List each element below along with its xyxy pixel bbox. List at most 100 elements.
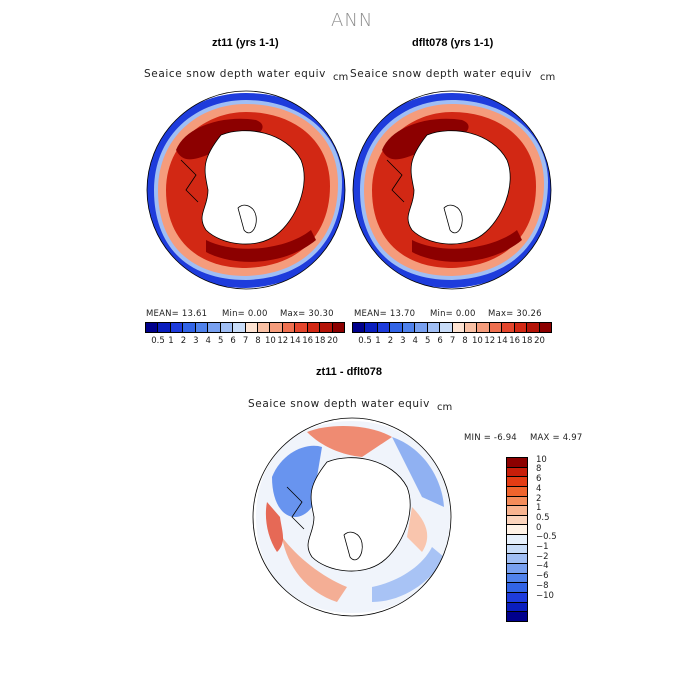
colorbar-tick-label: −0.5: [536, 532, 557, 543]
colorbar-tick-label: 8: [462, 336, 468, 346]
panel-2-units: cm: [540, 72, 556, 83]
colorbar-swatch: [507, 535, 527, 545]
colorbar-swatch: [270, 323, 283, 332]
panel-1-title: zt11 (yrs 1-1): [212, 37, 279, 49]
colorbar-swatch: [158, 323, 171, 332]
panel-2-colorbar-ticks: 0.5 1 2 3 4 5 6 7 8 10 12 14 16 18 20: [352, 336, 552, 346]
panel-3-variable: Seaice snow depth water equiv: [248, 398, 430, 410]
colorbar-swatch: [377, 323, 391, 332]
colorbar-swatch: [365, 323, 378, 332]
colorbar-swatch: [507, 544, 527, 555]
colorbar-swatch: [452, 323, 465, 332]
colorbar-tick-label: 18: [521, 336, 533, 346]
colorbar-tick-label: 10: [264, 336, 276, 346]
panel-3-units: cm: [437, 402, 453, 413]
colorbar-tick-label: 12: [277, 336, 289, 346]
colorbar-swatch: [390, 323, 403, 332]
panel-3-stats-min: MIN = -6.94: [464, 433, 517, 443]
colorbar-tick-label: 12: [484, 336, 496, 346]
colorbar-tick-label: 14: [496, 336, 508, 346]
colorbar-tick-label: 16: [509, 336, 521, 346]
panel-1-colorbar: [145, 322, 345, 333]
colorbar-swatch: [257, 323, 271, 332]
colorbar-tick-label: 5: [217, 336, 224, 346]
colorbar-tick-label: −10: [536, 590, 554, 601]
colorbar-swatch: [507, 458, 527, 468]
colorbar-swatch: [233, 323, 246, 332]
colorbar-swatch: [183, 323, 196, 332]
colorbar-swatch: [146, 323, 159, 332]
colorbar-tick-label: 2: [387, 336, 394, 346]
colorbar-swatch: [489, 323, 503, 332]
colorbar-tick-label: 16: [302, 336, 314, 346]
colorbar-swatch: [195, 323, 209, 332]
colorbar-tick-label: 0.5: [151, 336, 165, 346]
colorbar-tick-label: 3: [193, 336, 199, 346]
panel-2-stats-max: Max= 30.26: [488, 309, 542, 319]
panel-2-map: [352, 90, 552, 290]
colorbar-tick-label: 10: [536, 454, 547, 465]
panel-1-units: cm: [333, 72, 349, 83]
panel-3-map: [252, 417, 452, 617]
panel-2-colorbar: [352, 322, 552, 333]
colorbar-tick-label: 8: [255, 336, 261, 346]
colorbar-tick-label: 0.5: [358, 336, 372, 346]
colorbar-swatch: [507, 486, 527, 497]
colorbar-tick-label: −2: [536, 551, 549, 562]
colorbar-tick-label: 4: [412, 336, 418, 346]
colorbar-swatch: [507, 564, 527, 574]
colorbar-swatch: [282, 323, 296, 332]
colorbar-tick-label: 2: [180, 336, 187, 346]
colorbar-tick-label: 6: [536, 474, 542, 485]
colorbar-tick-label: 3: [400, 336, 406, 346]
colorbar-swatch: [307, 323, 321, 332]
colorbar-tick-label: −6: [536, 571, 549, 582]
colorbar-swatch: [507, 573, 527, 584]
colorbar-swatch: [402, 323, 416, 332]
colorbar-swatch: [427, 323, 441, 332]
colorbar-swatch: [507, 612, 527, 621]
colorbar-swatch: [208, 323, 221, 332]
colorbar-swatch: [507, 496, 527, 507]
colorbar-swatch: [477, 323, 490, 332]
colorbar-tick-label: 4: [205, 336, 211, 346]
colorbar-swatch: [320, 323, 333, 332]
colorbar-tick-label: 4: [536, 483, 542, 494]
colorbar-swatch: [440, 323, 453, 332]
main-title: ANN: [331, 10, 374, 31]
colorbar-tick-label: 8: [536, 464, 542, 475]
panel-2-variable: Seaice snow depth water equiv: [350, 68, 532, 80]
colorbar-swatch: [507, 525, 527, 536]
colorbar-tick-label: 7: [242, 336, 249, 346]
colorbar-tick-label: −8: [536, 580, 549, 591]
colorbar-swatch: [514, 323, 528, 332]
colorbar-tick-label: 5: [424, 336, 431, 346]
colorbar-swatch: [332, 323, 344, 332]
colorbar-swatch: [415, 323, 428, 332]
colorbar-swatch: [220, 323, 234, 332]
colorbar-tick-label: 6: [437, 336, 443, 346]
panel-1-colorbar-ticks: 0.5 1 2 3 4 5 6 7 8 10 12 14 16 18 20: [145, 336, 345, 346]
colorbar-swatch: [464, 323, 478, 332]
colorbar-tick-label: 0.5: [536, 512, 550, 523]
colorbar-tick-label: 10: [471, 336, 483, 346]
colorbar-tick-label: 1: [375, 336, 381, 346]
colorbar-swatch: [353, 323, 366, 332]
colorbar-tick-label: 2: [536, 493, 542, 504]
panel-2-stats-mean: MEAN= 13.70: [354, 309, 416, 319]
colorbar-swatch: [507, 592, 527, 603]
panel-3-title: zt11 - dflt078: [316, 366, 383, 378]
colorbar-swatch: [502, 323, 515, 332]
panel-2-stats-min: Min= 0.00: [430, 309, 476, 319]
colorbar-swatch: [507, 477, 527, 487]
colorbar-swatch: [507, 506, 527, 516]
colorbar-tick-label: 7: [449, 336, 456, 346]
colorbar-tick-label: 14: [289, 336, 301, 346]
panel-3-colorbar: [506, 457, 528, 622]
colorbar-swatch: [245, 323, 258, 332]
colorbar-swatch: [507, 554, 527, 565]
colorbar-tick-label: 0: [536, 522, 542, 533]
colorbar-tick-label: 6: [230, 336, 236, 346]
panel-1-stats-mean: MEAN= 13.61: [146, 309, 208, 319]
colorbar-swatch: [507, 602, 527, 613]
